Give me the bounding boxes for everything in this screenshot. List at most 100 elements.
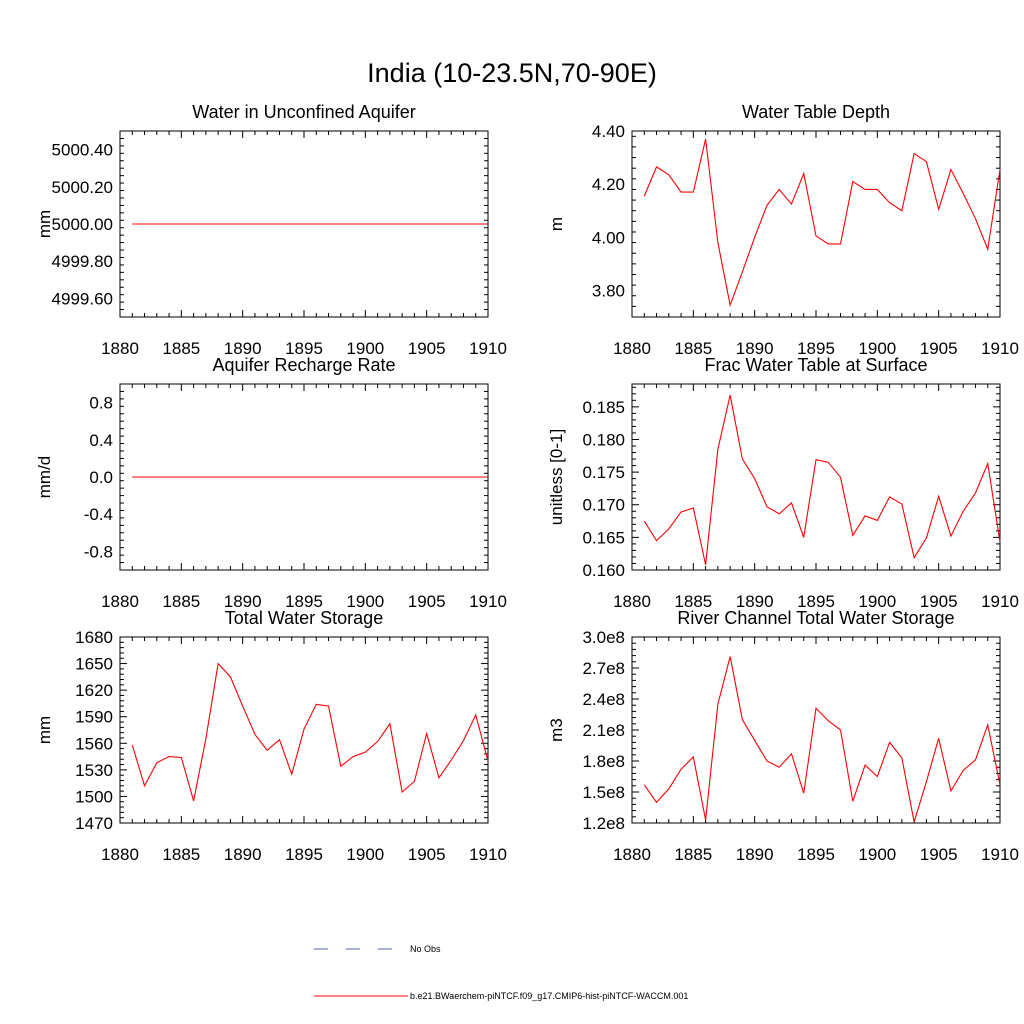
plot-frame — [631, 636, 1001, 824]
y-tick-label: 2.1e8 — [582, 721, 625, 740]
x-tick-label: 1885 — [162, 592, 200, 611]
x-tick-label: 1895 — [797, 592, 835, 611]
y-tick-label: 0.170 — [582, 496, 625, 515]
x-tick-label: 1890 — [736, 845, 774, 864]
y-tick-label: -0.4 — [84, 505, 113, 524]
y-tick-label: 4999.80 — [52, 252, 113, 271]
y-tick-label: 1.8e8 — [582, 752, 625, 771]
y-tick-label: 1650 — [75, 655, 113, 674]
y-tick-label: 1620 — [75, 681, 113, 700]
chart-panel-6: River Channel Total Water Storage m3 1880 1… — [547, 608, 1019, 864]
x-tick-label: 1900 — [346, 339, 384, 358]
x-tick-label: 1900 — [346, 592, 384, 611]
x-tick-label: 1905 — [920, 339, 958, 358]
x-tick-label: 1910 — [469, 339, 507, 358]
chart-panel-2: Water Table Depth m 1880 1885 1890 1895 1900 19… — [547, 102, 1019, 358]
y-tick-label: 5000.20 — [52, 178, 113, 197]
y-tick-label: 3.80 — [592, 281, 625, 300]
chart-panel-5: Total Water Storage mm 1880 1885 1890 1895 190… — [35, 608, 507, 864]
x-tick-label: 1900 — [858, 845, 896, 864]
y-tick-label: 5000.00 — [52, 215, 113, 234]
y-tick-label: 0.185 — [582, 398, 625, 417]
y-tick-label: 0.165 — [582, 528, 625, 547]
y-tick-label: 1530 — [75, 761, 113, 780]
y-tick-label: 0.4 — [89, 431, 113, 450]
chart-panel-3: Aquifer Recharge Rate mm/d 1880 1885 1890 189… — [35, 355, 507, 611]
x-tick-label: 1885 — [674, 339, 712, 358]
main-title: India (10-23.5N,70-90E) — [367, 58, 657, 88]
x-tick-label: 1905 — [408, 339, 446, 358]
y-tick-label: 0.8 — [89, 394, 113, 413]
x-tick-label: 1900 — [858, 592, 896, 611]
x-tick-label: 1895 — [797, 339, 835, 358]
x-tick-label: 1905 — [408, 845, 446, 864]
x-tick-label: 1910 — [981, 592, 1019, 611]
panel-title: Aquifer Recharge Rate — [212, 355, 395, 375]
x-tick-label: 1890 — [224, 339, 262, 358]
x-tick-label: 1890 — [736, 339, 774, 358]
y-tick-label: 0.160 — [582, 561, 625, 580]
y-tick-label: 1560 — [75, 734, 113, 753]
series-line — [643, 394, 1001, 565]
x-tick-label: 1880 — [613, 339, 651, 358]
x-tick-label: 1880 — [613, 592, 651, 611]
x-tick-label: 1905 — [920, 592, 958, 611]
x-tick-label: 1880 — [101, 592, 139, 611]
x-tick-label: 1905 — [408, 592, 446, 611]
panel-title: Water in Unconfined Aquifer — [192, 102, 415, 122]
x-tick-label: 1895 — [285, 339, 323, 358]
y-tick-label: 4999.60 — [52, 289, 113, 308]
y-tick-label: 1590 — [75, 708, 113, 727]
y-axis-label: mm/d — [35, 456, 54, 499]
panel-title: Frac Water Table at Surface — [704, 355, 927, 375]
x-tick-label: 1895 — [797, 845, 835, 864]
y-axis-label: m — [547, 217, 566, 231]
y-tick-label: 0.175 — [582, 463, 625, 482]
y-axis-label: mm — [35, 210, 54, 238]
panel-title: Total Water Storage — [225, 608, 383, 628]
y-axis-label: unitless [0-1] — [547, 429, 566, 525]
series-line — [131, 662, 489, 802]
x-tick-label: 1890 — [224, 592, 262, 611]
x-tick-label: 1885 — [674, 592, 712, 611]
x-tick-label: 1890 — [224, 845, 262, 864]
y-tick-label: -0.8 — [84, 542, 113, 561]
y-tick-label: 0.180 — [582, 430, 625, 449]
y-tick-label: 2.4e8 — [582, 690, 625, 709]
plot-frame — [631, 130, 1001, 318]
x-tick-label: 1885 — [674, 845, 712, 864]
y-tick-label: 5000.40 — [52, 141, 113, 160]
x-tick-label: 1910 — [469, 845, 507, 864]
y-tick-label: 1500 — [75, 787, 113, 806]
x-tick-label: 1895 — [285, 845, 323, 864]
y-tick-label: 4.40 — [592, 122, 625, 141]
x-tick-label: 1900 — [858, 339, 896, 358]
chart-panel-4: Frac Water Table at Surface unitless [0-1… — [547, 355, 1019, 611]
x-tick-label: 1910 — [981, 339, 1019, 358]
panels: Water in Unconfined Aquifer mm 1880 1885 189… — [35, 102, 1019, 864]
y-tick-label: 1.5e8 — [582, 783, 625, 802]
x-tick-label: 1910 — [981, 845, 1019, 864]
panel-title: Water Table Depth — [742, 102, 890, 122]
x-tick-label: 1880 — [101, 845, 139, 864]
y-axis-label: m3 — [547, 718, 566, 742]
x-tick-label: 1880 — [101, 339, 139, 358]
x-tick-label: 1895 — [285, 592, 323, 611]
plot-frame — [631, 383, 1001, 571]
y-tick-label: 1.2e8 — [582, 814, 625, 833]
y-tick-label: 4.00 — [592, 228, 625, 247]
series-line — [643, 138, 1001, 308]
x-tick-label: 1880 — [613, 845, 651, 864]
x-tick-label: 1905 — [920, 845, 958, 864]
x-tick-label: 1885 — [162, 845, 200, 864]
legend: No Obs b.e21.BWaerchem-piNTCF.f09_g17.CM… — [314, 944, 688, 1001]
y-tick-label: 4.20 — [592, 175, 625, 194]
x-tick-label: 1900 — [346, 845, 384, 864]
series-line — [643, 656, 1001, 823]
panel-title: River Channel Total Water Storage — [677, 608, 954, 628]
y-axis-label: mm — [35, 716, 54, 744]
y-tick-label: 3.0e8 — [582, 628, 625, 647]
x-tick-label: 1890 — [736, 592, 774, 611]
y-tick-label: 2.7e8 — [582, 659, 625, 678]
